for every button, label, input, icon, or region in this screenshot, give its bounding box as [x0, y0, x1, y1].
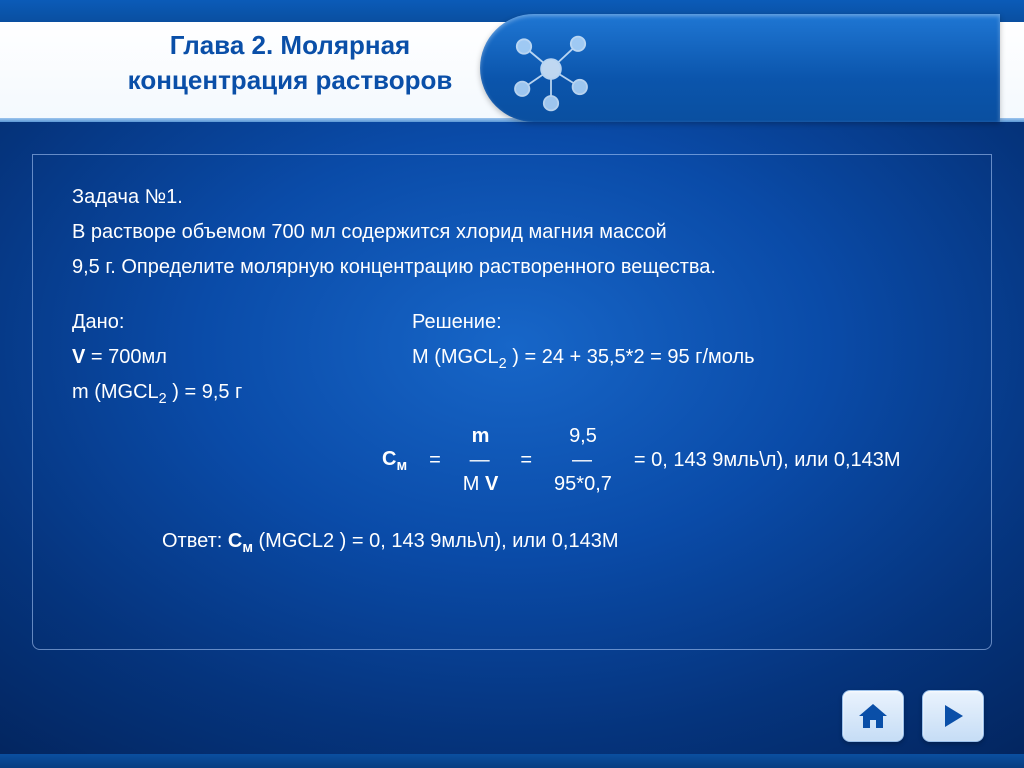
problem-heading: Задача №1.: [72, 182, 952, 213]
given-label: Дано:: [72, 307, 412, 338]
molecule-icon: [506, 24, 596, 114]
solution-label: Решение:: [412, 307, 952, 338]
play-icon: [939, 702, 967, 730]
answer-line: Ответ: Cм (MGCL2 ) = 0, 143 9мль\л), или…: [162, 526, 952, 559]
v-symbol: V: [72, 346, 85, 368]
given-mass: m (MGCL2 ) = 9,5 г: [72, 377, 412, 410]
home-icon: [856, 701, 890, 731]
nav-buttons: [842, 690, 984, 742]
home-button[interactable]: [842, 690, 904, 742]
problem-line1: В растворе объемом 700 мл содержится хло…: [72, 217, 952, 248]
problem-line2: 9,5 г. Определите молярную концентрацию …: [72, 252, 952, 283]
cm-symbol: Cм: [382, 444, 407, 477]
given-volume: V = 700мл: [72, 342, 412, 373]
slide-title: Глава 2. Молярная концентрация растворов: [100, 28, 480, 98]
slide: Глава 2. Молярная концентрация растворов…: [0, 0, 1024, 768]
concentration-equation: Cм = m — M V = 9,5 — 95*0,7 = 0, 143 9мл…: [382, 424, 952, 496]
bottom-strip: [0, 754, 1024, 768]
next-button[interactable]: [922, 690, 984, 742]
title-line1: Глава 2. Молярная: [170, 30, 410, 60]
result-text: = 0, 143 9мль\л), или 0,143М: [634, 445, 901, 476]
fraction-numeric: 9,5 — 95*0,7: [554, 424, 612, 496]
title-line2: концентрация растворов: [128, 65, 453, 95]
fraction-symbolic: m — M V: [463, 424, 499, 496]
given-column: Дано: V = 700мл m (MGCL2 ) = 9,5 г: [72, 307, 412, 414]
content: Задача №1. В растворе объемом 700 мл сод…: [72, 182, 952, 560]
molar-mass: M (MGCL2 ) = 24 + 35,5*2 = 95 г/моль: [412, 342, 952, 375]
solution-column: Решение: M (MGCL2 ) = 24 + 35,5*2 = 95 г…: [412, 307, 952, 414]
